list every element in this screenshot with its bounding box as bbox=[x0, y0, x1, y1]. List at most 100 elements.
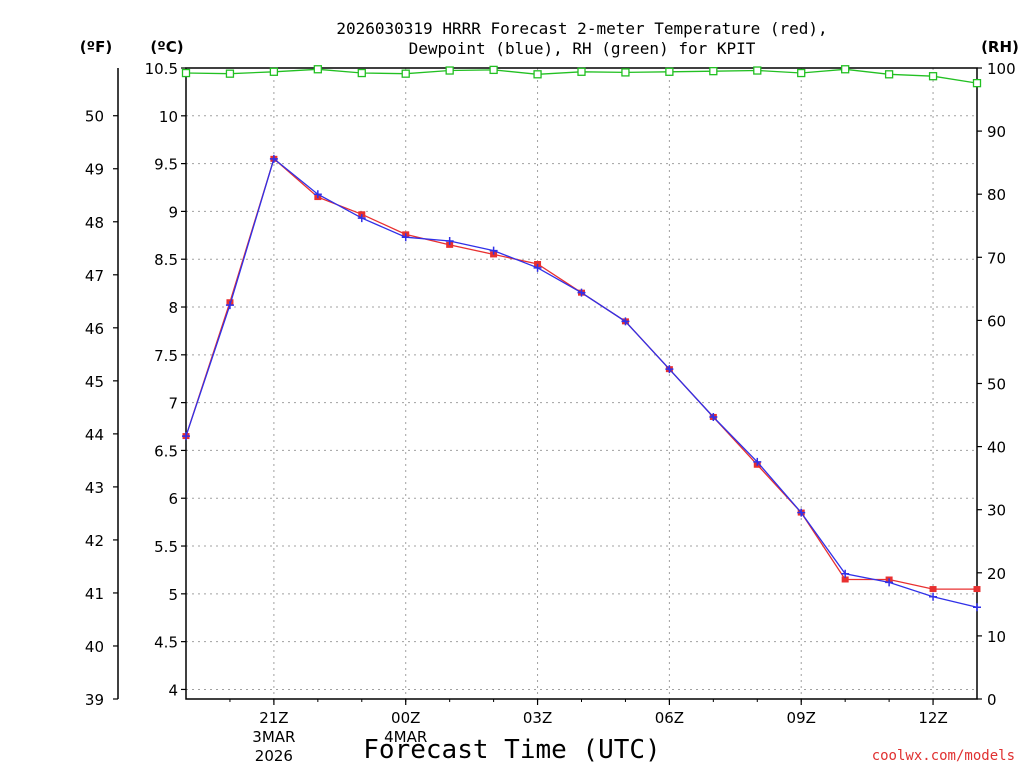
temperature-point bbox=[841, 576, 849, 583]
rh-point bbox=[621, 68, 630, 77]
tick-label-rh: 30 bbox=[987, 502, 1006, 520]
tick-label-rh: 70 bbox=[987, 249, 1006, 267]
tick-label-x: 12Z bbox=[918, 709, 947, 727]
left-unit-fahrenheit: (ºF) bbox=[80, 38, 112, 56]
tick-label-celsius: 4 bbox=[168, 681, 178, 699]
tick-label-rh: 60 bbox=[987, 312, 1006, 330]
tick-label-fahrenheit: 40 bbox=[85, 638, 104, 656]
tick-label-fahrenheit: 45 bbox=[85, 373, 104, 391]
rh-point bbox=[313, 65, 322, 74]
tick-label-rh: 20 bbox=[987, 565, 1006, 583]
tick-label-fahrenheit: 43 bbox=[85, 479, 104, 497]
dewpoint-point bbox=[665, 365, 674, 374]
tick-label-celsius: 9.5 bbox=[154, 156, 178, 174]
tick-label-celsius: 8.5 bbox=[154, 251, 178, 269]
rh-point bbox=[753, 66, 762, 75]
dewpoint-point bbox=[841, 569, 850, 578]
credit-text: coolwx.com/models bbox=[872, 748, 1015, 764]
rh-point bbox=[972, 78, 982, 88]
rh-point bbox=[665, 67, 674, 76]
rh-point bbox=[841, 65, 850, 74]
rh-point bbox=[709, 67, 718, 76]
tick-label-x: 06Z bbox=[655, 709, 684, 727]
x-axis-label: Forecast Time (UTC) bbox=[363, 735, 660, 765]
dewpoint-point bbox=[182, 432, 190, 441]
dewpoint-point bbox=[445, 237, 454, 246]
tick-label-fahrenheit: 49 bbox=[85, 161, 104, 179]
tick-label-celsius: 7.5 bbox=[154, 347, 178, 365]
temperature-point bbox=[929, 586, 937, 593]
left-unit-celsius: (ºC) bbox=[150, 38, 183, 56]
rh-point bbox=[181, 68, 191, 78]
tick-label-fahrenheit: 50 bbox=[85, 108, 104, 126]
tick-label-rh: 10 bbox=[987, 628, 1006, 646]
tick-label-x: 03Z bbox=[523, 709, 552, 727]
rh-point bbox=[928, 72, 938, 81]
series-layer bbox=[181, 65, 982, 612]
tick-label-fahrenheit: 48 bbox=[85, 214, 104, 232]
chart-title-line1: 2026030319 HRRR Forecast 2-meter Tempera… bbox=[336, 19, 827, 38]
tick-label-celsius: 7 bbox=[168, 395, 178, 413]
dewpoint-point bbox=[621, 317, 630, 326]
dewpoint-point bbox=[225, 301, 234, 310]
dewpoint-point bbox=[929, 592, 938, 601]
dewpoint-point bbox=[973, 603, 981, 612]
dewpoint-point bbox=[577, 288, 586, 297]
tick-label-fahrenheit: 39 bbox=[85, 691, 104, 709]
temperature-line bbox=[185, 157, 977, 590]
tick-label-rh: 80 bbox=[987, 186, 1006, 204]
tick-label-x: 00Z bbox=[391, 709, 420, 727]
rh-point bbox=[797, 68, 806, 78]
axis-layer: 44.555.566.577.588.599.51010.521Z3MAR202… bbox=[85, 60, 1016, 765]
rh-point bbox=[489, 65, 498, 75]
plot-frame bbox=[185, 67, 978, 700]
rh-point bbox=[225, 69, 235, 78]
tick-label-x: 21Z bbox=[259, 709, 288, 727]
rh-point bbox=[357, 68, 366, 78]
temperature-point bbox=[973, 586, 981, 593]
dewpoint-point bbox=[269, 154, 278, 163]
rh-point bbox=[533, 70, 542, 79]
rh-point bbox=[884, 70, 894, 79]
rh-point bbox=[401, 69, 410, 78]
tick-label-celsius: 6 bbox=[168, 490, 178, 508]
tick-sublabel-date: 3MAR bbox=[252, 728, 295, 746]
tick-label-fahrenheit: 44 bbox=[85, 426, 104, 444]
tick-label-celsius: 5 bbox=[168, 586, 178, 604]
tick-label-celsius: 6.5 bbox=[154, 442, 178, 460]
dewpoint-point bbox=[357, 214, 366, 223]
tick-label-celsius: 5.5 bbox=[154, 538, 178, 556]
chart-title-line2: Dewpoint (blue), RH (green) for KPIT bbox=[409, 39, 756, 58]
right-unit-rh: (RH) bbox=[981, 38, 1019, 56]
dewpoint-line bbox=[185, 157, 978, 608]
tick-label-celsius: 9 bbox=[168, 203, 178, 221]
rh-point bbox=[577, 67, 586, 76]
dewpoint-point bbox=[313, 190, 322, 199]
dewpoint-point bbox=[797, 508, 806, 517]
tick-label-celsius: 10.5 bbox=[145, 60, 178, 78]
tick-label-fahrenheit: 46 bbox=[85, 320, 104, 338]
tick-sublabel-date: 4MAR bbox=[384, 728, 427, 746]
dewpoint-point bbox=[489, 246, 498, 255]
tick-sublabel-year: 2026 bbox=[255, 747, 293, 765]
tick-label-fahrenheit: 47 bbox=[85, 267, 104, 285]
dewpoint-point bbox=[533, 263, 542, 272]
dewpoint-point bbox=[753, 457, 762, 466]
rh-point bbox=[445, 66, 454, 75]
tick-label-rh: 100 bbox=[987, 60, 1016, 78]
grid-layer bbox=[186, 68, 977, 699]
tick-label-celsius: 10 bbox=[159, 108, 178, 126]
tick-label-rh: 40 bbox=[987, 439, 1006, 457]
tick-label-rh: 90 bbox=[987, 123, 1006, 141]
rh-point bbox=[269, 67, 279, 76]
tick-label-x: 09Z bbox=[787, 709, 816, 727]
tick-label-fahrenheit: 41 bbox=[85, 585, 104, 603]
tick-label-celsius: 8 bbox=[168, 299, 178, 317]
dewpoint-point bbox=[401, 233, 410, 242]
dewpoint-point bbox=[709, 412, 718, 421]
tick-label-celsius: 4.5 bbox=[154, 634, 178, 652]
tick-label-fahrenheit: 42 bbox=[85, 532, 104, 550]
tick-label-rh: 50 bbox=[987, 376, 1006, 394]
tick-label-rh: 0 bbox=[987, 691, 997, 709]
